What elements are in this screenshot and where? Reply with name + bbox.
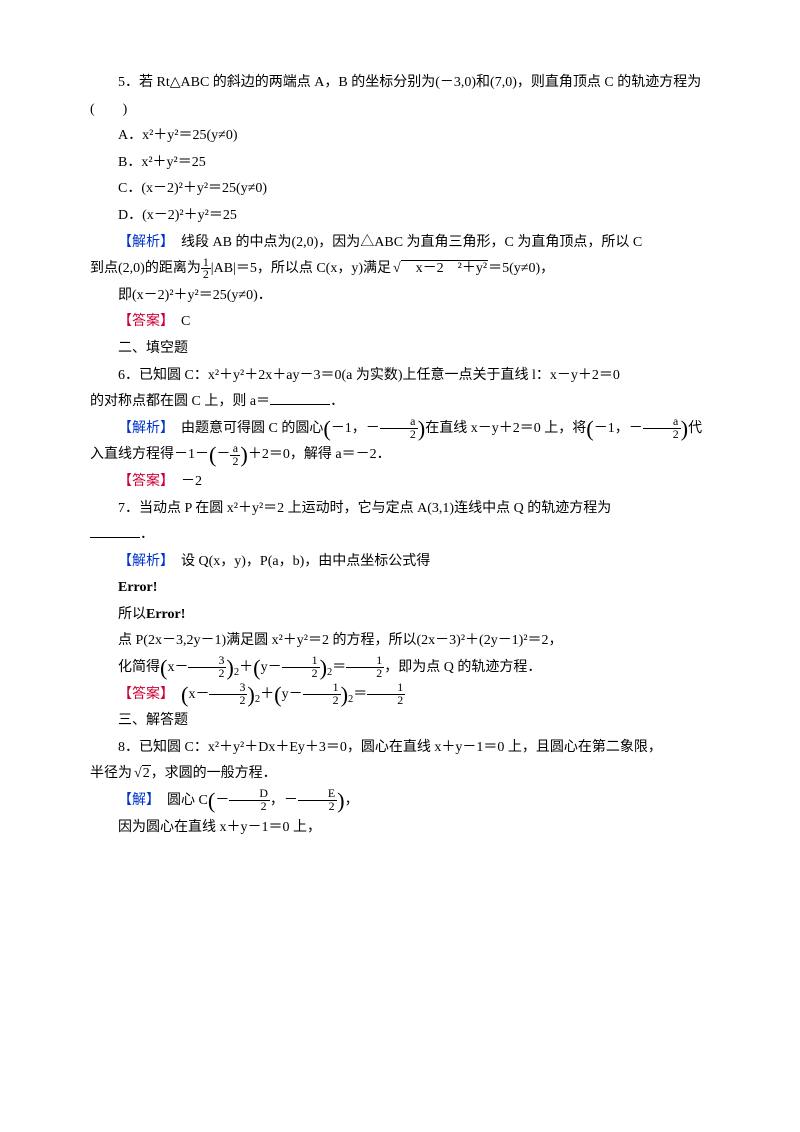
frac-1-2-ansb: 12 — [367, 682, 405, 707]
sqrt-expr: x－2 ²＋y² — [391, 256, 488, 283]
q7-a1: 设 Q(x，y)，P(a，b)，由中点坐标公式得 — [167, 554, 430, 569]
frac-D-2: D2 — [229, 788, 270, 813]
q6-p2: 的对称点都在圆 C 上，则 a＝ — [90, 394, 270, 409]
q6-prompt1: 6．已知圆 C：x²＋y²＋2x＋ay－3＝0(a 为实数)上任意一点关于直线 … — [90, 363, 710, 390]
q5-answer: 【答案】 C — [90, 309, 710, 336]
q5-analysis-2: 到点(2,0)的距离为12|AB|＝5，所以点 C(x，y)满足 x－2 ²＋y… — [90, 256, 710, 283]
q6-a4-post: ＋2＝0，解得 a＝－2． — [248, 447, 391, 462]
q5-a2-pre: 到点(2,0)的距离为 — [90, 261, 201, 276]
q7-text2: 点 P(2x－3,2y－1)满足圆 x²＋y²＝2 的方程，所以(2x－3)²＋… — [90, 628, 710, 655]
analysis-label: 【解析】 — [118, 421, 167, 436]
q5-analysis-text1: 线段 AB 的中点为(2,0)，因为△ABC 为直角三角形，C 为直角顶点，所以… — [167, 235, 642, 250]
q8-prompt2: 半径为2，求圆的一般方程． — [90, 761, 710, 788]
q7-prompt1: 7．当动点 P 在圆 x²＋y²＝2 上运动时，它与定点 A(3,1)连线中点 … — [90, 496, 710, 523]
neg: － — [216, 447, 230, 462]
answer-label: 【答案】 — [118, 687, 167, 702]
q5-optC: C．(x－2)²＋y²＝25(y≠0) — [90, 176, 710, 203]
q6-center-x2: －1，－ — [594, 421, 643, 436]
blank-field — [90, 537, 140, 538]
q5-a2-post: ＝5(y≠0)， — [488, 261, 554, 276]
answer-label: 【答案】 — [118, 474, 167, 489]
q6-analysis-2: 入直线方程得－1－(－a2)＋2＝0，解得 a＝－2． — [90, 442, 710, 469]
sqrt-2: 2 — [132, 761, 151, 788]
q6-prompt2: 的对称点都在圆 C 上，则 a＝ ． — [90, 389, 710, 416]
q6-a1: 由题意可得圆 C 的圆心 — [167, 421, 323, 436]
frac-3-2: 32 — [188, 655, 226, 680]
q6-a4-pre: 入直线方程得－1－ — [90, 447, 209, 462]
q8-s1: 圆心 C — [153, 793, 208, 808]
q5-optD: D．(x－2)²＋y²＝25 — [90, 203, 710, 230]
q7-answer: 【答案】 (x－32)2＋(y－12)2＝12 — [90, 682, 710, 709]
q7-p2: ． — [140, 527, 154, 542]
q5-optA: A．x²＋y²＝25(y≠0) — [90, 123, 710, 150]
analysis-label: 【解析】 — [118, 554, 167, 569]
q6-center-x: －1，－ — [331, 421, 380, 436]
q5-optB: B．x²＋y²＝25 — [90, 150, 710, 177]
q6-answer: 【答案】 －2 — [90, 469, 710, 496]
q6-ans: －2 — [167, 474, 202, 489]
frac-1-2b: 12 — [346, 655, 384, 680]
section3-heading: 三、解答题 — [90, 708, 710, 735]
q7-analysis-1: 【解析】 设 Q(x，y)，P(a，b)，由中点坐标公式得 — [90, 549, 710, 576]
q5-a2-mid: |AB|＝5，所以点 C(x，y)满足 — [211, 261, 391, 276]
q6-p3: ． — [330, 394, 344, 409]
blank-field — [270, 404, 330, 405]
frac-a2: a2 — [380, 416, 418, 441]
q8-solve: 【解】 圆心 C(－D2，－E2)， — [90, 788, 710, 815]
q8-p2-post: ，求圆的一般方程． — [151, 766, 277, 781]
q5-ans: C — [167, 314, 190, 329]
frac-a2-c: a2 — [230, 443, 240, 468]
q5-prompt: 5．若 Rt△ABC 的斜边的两端点 A，B 的坐标分别为(－3,0)和(7,0… — [90, 70, 710, 123]
q5-analysis-3: 即(x－2)²＋y²＝25(y≠0)． — [90, 283, 710, 310]
analysis-label: 【解析】 — [118, 235, 167, 250]
frac-a2-b: a2 — [643, 416, 681, 441]
q6-analysis-1: 【解析】 由题意可得圆 C 的圆心(－1，－a2)在直线 x－y＋2＝0 上，将… — [90, 416, 710, 443]
q7-t3-post: ，即为点 Q 的轨迹方程． — [384, 660, 541, 675]
q7-text3: 化简得(x－32)2＋(y－12)2＝12，即为点 Q 的轨迹方程． — [90, 655, 710, 682]
q8-s1-post: ， — [345, 793, 359, 808]
frac-E-2: E2 — [298, 788, 337, 813]
q5-analysis-1: 【解析】 线段 AB 的中点为(2,0)，因为△ABC 为直角三角形，C 为直角… — [90, 230, 710, 257]
q7-error1: Error! — [90, 575, 710, 602]
q8-p2-pre: 半径为 — [90, 766, 132, 781]
q6-a2: 在直线 x－y＋2＝0 上，将 — [425, 421, 586, 436]
frac-1-2-ans: 12 — [303, 682, 341, 707]
q7-prompt2: ． — [90, 522, 710, 549]
q7-so: 所以Error! — [90, 602, 710, 629]
q8-prompt1: 8．已知圆 C：x²＋y²＋Dx＋Ey＋3＝0，圆心在直线 x＋y－1＝0 上，… — [90, 735, 710, 762]
q6-a3: 代 — [688, 421, 702, 436]
q8-solve2: 因为圆心在直线 x＋y－1＝0 上， — [90, 815, 710, 842]
document-page: 5．若 Rt△ABC 的斜边的两端点 A，B 的坐标分别为(－3,0)和(7,0… — [0, 0, 800, 1132]
answer-label: 【答案】 — [118, 314, 167, 329]
frac-3-2-ans: 32 — [209, 682, 247, 707]
q7-t3-pre: 化简得 — [118, 660, 160, 675]
section2-heading: 二、填空题 — [90, 336, 710, 363]
frac-1-2: 12 — [282, 655, 320, 680]
half-frac: 12 — [201, 257, 211, 282]
solve-label: 【解】 — [118, 793, 153, 808]
